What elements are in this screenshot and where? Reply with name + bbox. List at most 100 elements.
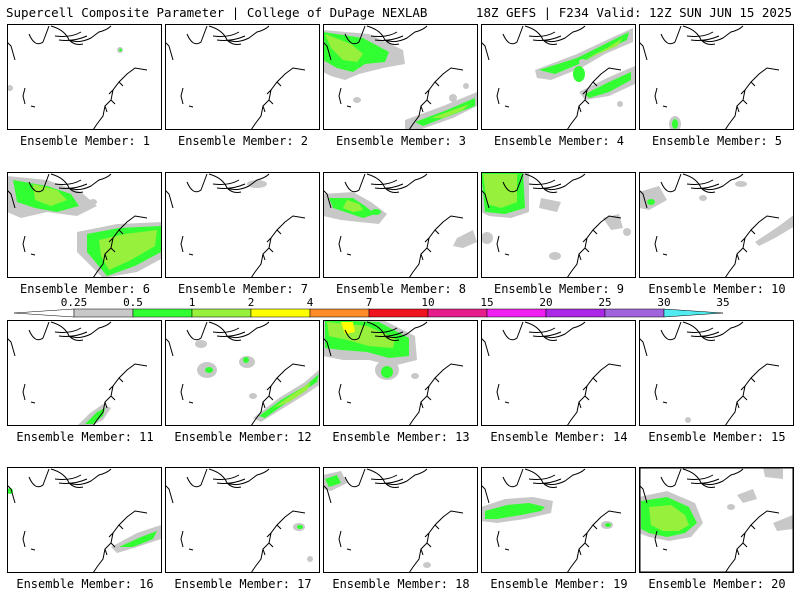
scp-contour [453, 230, 477, 248]
member-panel-1[interactable] [7, 24, 162, 130]
member-panel-3[interactable] [323, 24, 478, 130]
member-label-11: Ensemble Member: 11 [16, 430, 154, 444]
member-panel-18[interactable] [323, 467, 478, 573]
lake-outline [370, 474, 404, 484]
member-map-14 [481, 320, 636, 426]
scp-contour [699, 195, 707, 201]
member-map-12 [165, 320, 320, 426]
scp-contour [119, 531, 157, 547]
color-legend: 0.25 0.5 1 2 4 7 10 15 20 25 30 35 [0, 296, 800, 322]
scp-contour [7, 196, 15, 208]
legend-wedge-low [13, 308, 75, 318]
member-map-7 [165, 172, 320, 278]
coastline [7, 173, 148, 278]
scp-contour [585, 72, 631, 98]
scp-contour [639, 186, 667, 210]
lake-outline [370, 179, 404, 189]
legend-tick-label: 15 [480, 296, 494, 309]
lake-outline [370, 327, 404, 337]
coastline [639, 173, 780, 278]
scp-contour [755, 214, 794, 246]
member-panel-14[interactable] [481, 320, 636, 426]
panel-border [7, 172, 162, 278]
member-panel-2[interactable] [165, 24, 320, 130]
member-map-16 [7, 467, 162, 573]
legend-tick-label: 20 [539, 296, 553, 309]
member-panel-19[interactable] [481, 467, 636, 573]
member-label-14: Ensemble Member: 14 [490, 430, 628, 444]
panel-border [7, 320, 162, 426]
coastline [639, 25, 780, 130]
lake-outline [528, 179, 562, 189]
member-panel-5[interactable] [639, 24, 794, 130]
lake-outline [686, 31, 720, 41]
member-label-12: Ensemble Member: 12 [174, 430, 312, 444]
scp-contour [325, 475, 341, 487]
coastline [165, 173, 306, 278]
legend-tick-label: 30 [657, 296, 671, 309]
legend-swatch [545, 308, 606, 318]
member-map-10 [639, 172, 794, 278]
scp-contour [539, 32, 629, 74]
legend-swatch [368, 308, 429, 318]
scp-contour [423, 562, 431, 568]
member-panel-17[interactable] [165, 467, 320, 573]
member-panel-15[interactable] [639, 320, 794, 426]
scp-contour [381, 366, 393, 378]
panel-border [323, 24, 478, 130]
member-label-5: Ensemble Member: 5 [651, 134, 783, 148]
scp-contour [85, 408, 105, 424]
scp-contour [463, 83, 469, 89]
legend-swatch [73, 308, 134, 318]
panel-border [639, 320, 794, 426]
scp-contour [672, 119, 678, 129]
legend-swatch [309, 308, 370, 318]
member-panel-7[interactable] [165, 172, 320, 278]
member-label-19: Ensemble Member: 19 [490, 577, 628, 591]
lake-outline [686, 474, 720, 484]
member-panel-11[interactable] [7, 320, 162, 426]
coastline [165, 25, 306, 130]
member-label-6: Ensemble Member: 6 [19, 282, 151, 296]
lake-outline [528, 327, 562, 337]
lake-outline [212, 31, 246, 41]
member-map-5 [639, 24, 794, 130]
lake-outline [212, 474, 246, 484]
lake-outline [54, 327, 88, 337]
scp-contour [727, 504, 735, 510]
scp-contour [259, 374, 319, 418]
panel-border [323, 172, 478, 278]
member-panel-20[interactable] [639, 467, 794, 573]
coastline [639, 468, 780, 573]
member-panel-8[interactable] [323, 172, 478, 278]
member-panel-9[interactable] [481, 172, 636, 278]
member-panel-6[interactable] [7, 172, 162, 278]
scp-contour [483, 174, 517, 208]
scp-contour [539, 198, 561, 212]
scp-contour [647, 199, 655, 205]
member-panel-13[interactable] [323, 320, 478, 426]
header-valid-time: 18Z GEFS | F234 Valid: 12Z SUN JUN 15 20… [475, 5, 792, 20]
scp-contour [579, 59, 587, 65]
member-label-7: Ensemble Member: 7 [177, 282, 309, 296]
member-panel-10[interactable] [639, 172, 794, 278]
member-panel-4[interactable] [481, 24, 636, 130]
coastline [323, 173, 464, 278]
scp-contour [243, 357, 249, 363]
member-label-9: Ensemble Member: 9 [493, 282, 625, 296]
scp-contour [341, 322, 355, 334]
coastline [323, 321, 464, 426]
coastline [323, 25, 464, 130]
member-label-17: Ensemble Member: 17 [174, 577, 312, 591]
member-map-19 [481, 467, 636, 573]
lake-outline [686, 327, 720, 337]
member-label-8: Ensemble Member: 8 [335, 282, 467, 296]
member-label-13: Ensemble Member: 13 [332, 430, 470, 444]
panel-border [481, 24, 636, 130]
scp-contour [431, 104, 469, 118]
member-label-15: Ensemble Member: 15 [648, 430, 786, 444]
member-panel-16[interactable] [7, 467, 162, 573]
scp-contour [481, 232, 493, 244]
member-panel-12[interactable] [165, 320, 320, 426]
